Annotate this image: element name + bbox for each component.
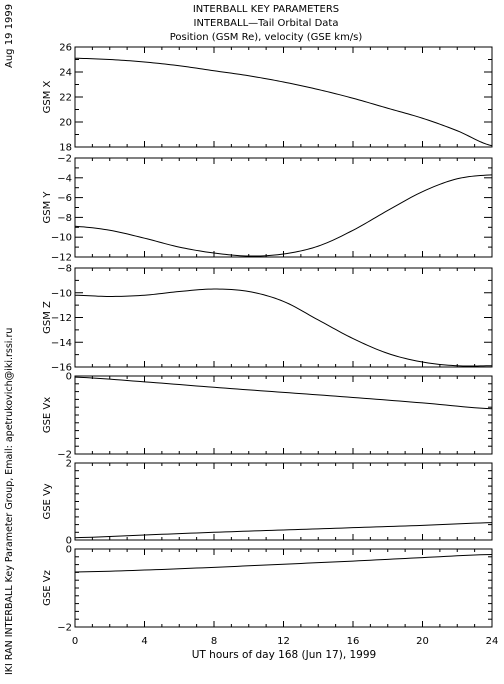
series-line-gsm-z (74, 288, 493, 367)
y-tick-label: −2 (57, 450, 72, 461)
panel-frame-gse-vy (74, 462, 493, 541)
figure-title-line2: INTERBALL—Tail Orbital Data (194, 18, 339, 29)
y-axis-label-gsm-x: GSM X (42, 80, 53, 113)
y-axis-label-gse-vz: GSE Vz (42, 570, 53, 606)
y-tick-label: 0 (66, 536, 72, 547)
panel-gsm-y: −12 −10 −8 −6 −4 −2 GSM Y (42, 154, 493, 264)
figure-title-line1: INTERBALL KEY PARAMETERS (193, 4, 339, 15)
series-line-gse-vz (74, 553, 493, 573)
panel-gsm-x: 18 20 22 24 26 GSM X (42, 43, 493, 154)
y-tick-label: −4 (57, 173, 72, 184)
y-tick-label: −8 (57, 264, 72, 275)
x-tick-label: 0 (72, 636, 78, 647)
y-tick-label: −16 (51, 363, 72, 374)
y-tick-label: −12 (51, 253, 72, 264)
series-line-gsm-y (74, 174, 493, 257)
y-tick-label: 20 (59, 118, 72, 129)
x-tick-label: 20 (416, 636, 429, 647)
y-axis-label-gsm-y: GSM Y (42, 191, 53, 224)
x-tick-label: 12 (277, 636, 290, 647)
y-tick-label: 26 (59, 43, 72, 54)
figure-title-line3: Position (GSM Re), velocity (GSE km/s) (170, 32, 363, 43)
y-tick-label: 2 (66, 459, 72, 470)
y-axis-label-gse-vx: GSE Vx (42, 397, 53, 433)
y-tick-label: 24 (59, 68, 72, 79)
x-tick-label: 16 (347, 636, 360, 647)
series-line-gse-vy (74, 522, 493, 539)
panel-gse-vz: −2 0 GSE Vz (42, 545, 493, 634)
series-line-gsm-x (74, 57, 493, 147)
y-tick-label: −10 (51, 233, 72, 244)
side-date: Aug 19 1999 (4, 4, 15, 68)
x-tick-label: 24 (486, 636, 499, 647)
y-tick-label: −8 (57, 213, 72, 224)
y-tick-label: −6 (57, 193, 72, 204)
y-tick-label: −2 (57, 154, 72, 165)
x-axis-label: UT hours of day 168 (Jun 17), 1999 (192, 649, 376, 661)
y-tick-label: 22 (59, 93, 72, 104)
series-line-gse-vx (74, 376, 493, 410)
panel-gsm-z: −16 −14 −12 −10 −8 GSM Z (42, 264, 493, 374)
y-axis-label-gse-vy: GSE Vy (42, 483, 53, 519)
y-tick-label: −12 (51, 313, 72, 324)
y-tick-label: 0 (66, 372, 72, 383)
panel-frame-gse-vx (74, 375, 493, 455)
panel-frame-gse-vz (74, 548, 493, 628)
y-tick-label: 18 (59, 143, 72, 154)
y-tick-label: −10 (51, 288, 72, 299)
panel-gse-vx: −2 0 GSE Vx (42, 372, 493, 461)
panel-frame-gsm-x (74, 46, 493, 148)
y-tick-label: −14 (51, 338, 72, 349)
side-credit: IKI RAN INTERBALL Key Parameter Group, E… (4, 328, 15, 675)
y-tick-label: −2 (57, 623, 72, 634)
y-axis-label-gsm-z: GSM Z (42, 301, 53, 334)
panel-frame-gsm-y (74, 157, 493, 258)
x-tick-label: 4 (141, 636, 147, 647)
y-tick-label: 0 (66, 545, 72, 556)
panel-frame-gsm-z (74, 267, 493, 368)
panel-gse-vy: 0 2 GSE Vy (42, 459, 493, 547)
x-axis: 0 4 8 12 16 20 24 (72, 636, 499, 647)
x-tick-label: 8 (211, 636, 217, 647)
